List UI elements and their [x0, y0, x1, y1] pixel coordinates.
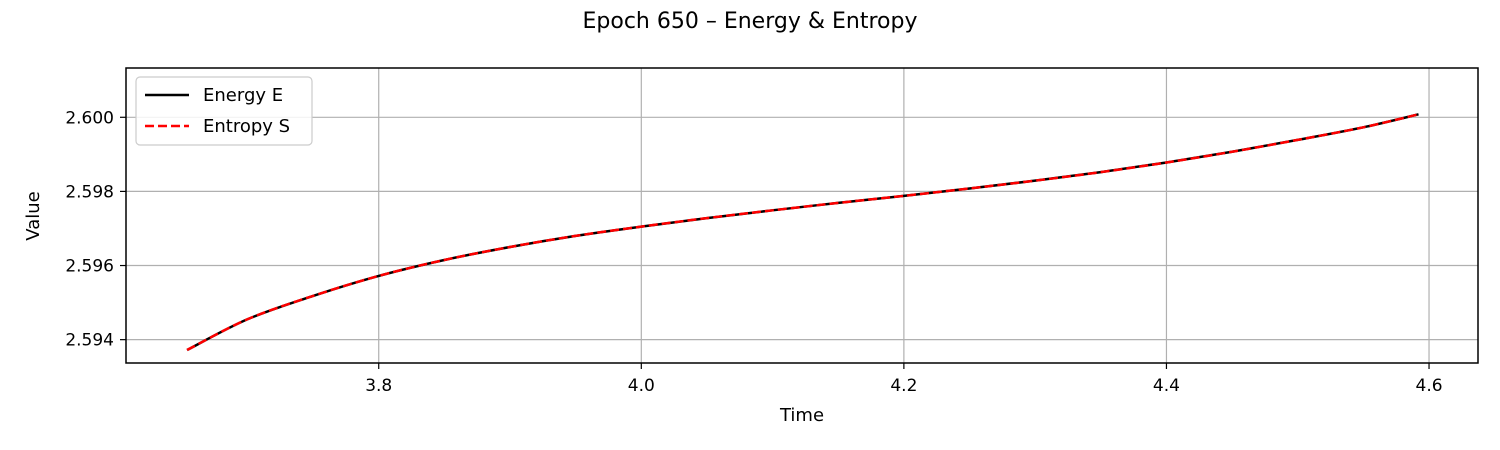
x-axis-label: Time — [779, 405, 824, 426]
series-line-energy — [186, 113, 1419, 352]
y-tick-label: 2.596 — [65, 257, 114, 277]
chart-title: Epoch 650 – Energy & Entropy — [583, 9, 918, 34]
legend-label-energy: Energy E — [203, 85, 283, 106]
x-tick-label: 4.6 — [1416, 376, 1443, 396]
y-tick-label: 2.600 — [65, 108, 114, 128]
x-axis: 3.8 4.0 4.2 4.4 4.6 — [365, 363, 1443, 396]
series-layer — [186, 113, 1419, 352]
x-tick-label: 3.8 — [365, 376, 392, 396]
y-axis: 2.594 2.596 2.598 2.600 — [65, 108, 126, 351]
legend-label-entropy: Entropy S — [203, 116, 290, 137]
x-tick-label: 4.0 — [628, 376, 655, 396]
x-tick-label: 4.2 — [890, 376, 917, 396]
y-tick-label: 2.594 — [65, 331, 114, 351]
grid — [126, 68, 1478, 363]
legend: Energy E Entropy S — [135, 76, 313, 146]
y-tick-label: 2.598 — [65, 182, 114, 202]
series-line-entropy — [186, 113, 1419, 352]
y-axis-label: Value — [23, 191, 44, 240]
plot-frame — [125, 67, 1479, 364]
x-tick-label: 4.4 — [1153, 376, 1180, 396]
